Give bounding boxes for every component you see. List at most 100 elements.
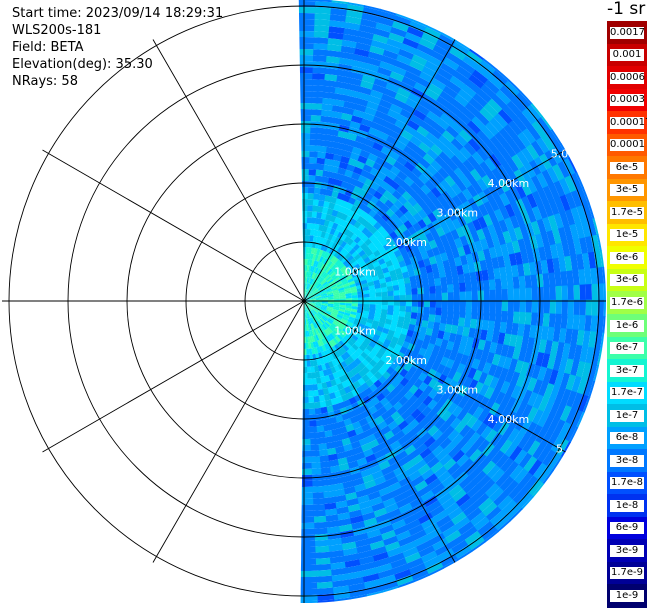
range-gate [556,300,562,315]
colorbar-label: 1.7e-8 [610,477,644,489]
range-gate [303,223,308,229]
start-time-label: Start time: 2023/09/14 18:29:31 [12,6,223,21]
range-gate [301,553,316,559]
range-gate [388,296,394,301]
range-gate [311,462,321,469]
range-gate [312,384,318,391]
range-gate [483,280,490,291]
colorbar-label: 1.7e-7 [610,387,644,399]
range-gate [466,291,472,301]
colorbar-label: 0.0001 [610,139,644,151]
range-gate [318,443,327,450]
colorbar-swatch: 1e-5 [607,224,647,247]
range-gate [310,127,320,134]
range-gate [442,293,448,301]
range-gate [411,282,418,289]
colorbar-label: 6e-9 [610,522,644,534]
range-gate [458,317,465,327]
range-gate [317,152,326,159]
range-gate [309,175,316,181]
range-gate [446,276,453,285]
range-gate [544,300,550,314]
colorbar-swatch: 6e-8 [607,427,647,450]
range-gate [302,181,309,187]
range-label: 4.00km [488,413,530,426]
range-gate [561,314,568,329]
range-gate [317,588,334,595]
colorbar-label: 3e-7 [610,365,644,377]
colorbar-swatch: 0.00017 [607,111,647,134]
range-gate [302,493,313,499]
range-label: 1.00km [334,325,376,338]
range-gate [434,278,441,287]
range-gate [388,305,394,311]
range-gate [309,420,316,427]
range-gate [301,571,317,577]
range-gate [441,285,448,294]
colorbar-swatch: 3e-8 [607,449,647,472]
range-gate [394,306,400,312]
range-gate [508,289,514,301]
range-gate [376,292,382,297]
range-gate [514,288,520,300]
range-gate [411,306,418,313]
range-gate [525,312,532,325]
range-gate [568,300,574,316]
azimuth-line [43,301,305,452]
colorbar-label: 6e-8 [610,432,644,444]
range-gate [308,397,314,403]
range-gate [592,300,598,317]
range-gate [308,199,314,205]
range-gate [446,316,453,325]
range-gate [315,552,330,559]
range-gate [310,438,318,445]
range-gate [313,516,326,523]
colorbar-swatch: 3e-7 [607,359,647,382]
range-gate [586,284,593,301]
colorbar-label: 3e-6 [610,274,644,286]
range-gate [300,55,314,61]
range-gate [543,273,550,287]
range-gate [301,523,314,529]
range-gate [302,169,310,175]
range-gate [562,285,568,300]
colorbar-label: 3e-5 [610,184,644,196]
range-gate [301,565,317,571]
range-gate [309,163,317,170]
azimuth-line [43,150,305,301]
range-gate [302,199,308,205]
range-gate [584,315,591,332]
range-gate [301,115,312,121]
range-gate [309,151,318,158]
colorbar-label: 1.7e-9 [610,567,644,579]
range-gate [301,145,310,151]
range-gate [299,25,315,31]
range-gate [302,157,310,163]
range-gate [428,314,435,322]
range-gate [301,583,318,589]
range-gate [300,79,313,85]
colorbar-swatch: 1e-8 [607,494,647,517]
colorbar-label: 1e-9 [610,590,644,602]
range-gate [423,307,430,315]
range-gate [549,313,556,328]
nrays-label: NRays: 58 [12,74,78,89]
range-gate [556,286,562,301]
range-gate [574,300,580,316]
range-gate [311,450,320,457]
range-gate [314,540,328,547]
range-gate [310,444,319,451]
range-gate [312,480,323,487]
range-gate [314,182,321,189]
range-gate [310,426,318,433]
range-gate [532,287,538,300]
range-gate [320,461,330,468]
range-gate [301,151,310,157]
colorbar-unit: -1 sr [607,0,645,19]
range-gate [300,91,312,97]
range-gate [489,310,496,321]
range-gate [537,274,544,288]
range-gate [464,318,471,328]
range-gate [441,308,448,317]
range-gate [484,290,490,301]
